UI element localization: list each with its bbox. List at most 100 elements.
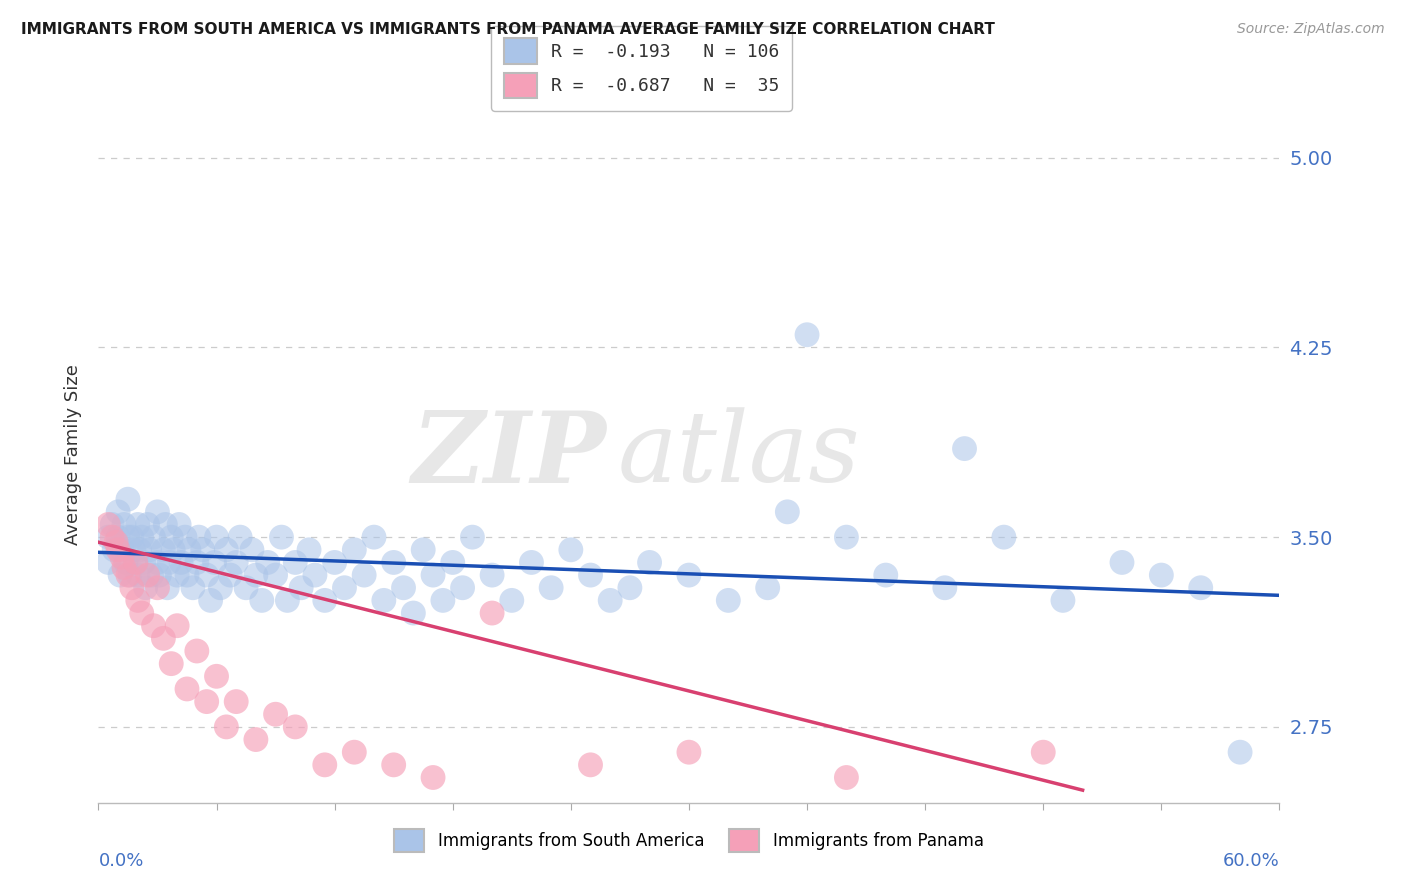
Point: [166, 618, 188, 632]
Point: [245, 732, 267, 747]
Point: [122, 542, 145, 557]
Point: [115, 556, 138, 570]
Point: [112, 517, 135, 532]
Point: [177, 542, 200, 557]
Point: [101, 517, 124, 532]
Point: [619, 581, 641, 595]
Point: [132, 556, 155, 570]
Point: [776, 505, 799, 519]
Text: IMMIGRANTS FROM SOUTH AMERICA VS IMMIGRANTS FROM PANAMA AVERAGE FAMILY SIZE CORR: IMMIGRANTS FROM SOUTH AMERICA VS IMMIGRA…: [21, 22, 995, 37]
Point: [264, 707, 287, 722]
Point: [314, 757, 336, 772]
Point: [422, 568, 444, 582]
Point: [176, 568, 198, 582]
Point: [205, 530, 228, 544]
Point: [170, 556, 193, 570]
Point: [174, 530, 197, 544]
Point: [481, 568, 503, 582]
Point: [138, 542, 160, 557]
Point: [579, 568, 602, 582]
Point: [107, 530, 129, 544]
Point: [501, 593, 523, 607]
Point: [363, 530, 385, 544]
Point: [219, 568, 242, 582]
Point: [343, 542, 366, 557]
Point: [125, 556, 148, 570]
Point: [111, 542, 134, 557]
Point: [209, 581, 232, 595]
Point: [678, 568, 700, 582]
Text: 60.0%: 60.0%: [1223, 852, 1279, 870]
Point: [333, 581, 356, 595]
Point: [204, 556, 226, 570]
Point: [135, 581, 157, 595]
Point: [205, 669, 228, 683]
Point: [240, 542, 263, 557]
Point: [125, 556, 148, 570]
Point: [934, 581, 956, 595]
Point: [599, 593, 621, 607]
Point: [245, 568, 267, 582]
Point: [146, 505, 169, 519]
Point: [382, 757, 405, 772]
Point: [157, 556, 180, 570]
Point: [264, 568, 287, 582]
Point: [176, 681, 198, 696]
Point: [195, 695, 218, 709]
Point: [441, 556, 464, 570]
Point: [152, 542, 174, 557]
Point: [993, 530, 1015, 544]
Point: [107, 542, 129, 557]
Point: [1229, 745, 1251, 759]
Point: [314, 593, 336, 607]
Point: [290, 581, 312, 595]
Point: [117, 492, 139, 507]
Point: [97, 517, 120, 532]
Point: [250, 593, 273, 607]
Point: [131, 530, 153, 544]
Point: [112, 560, 135, 574]
Point: [108, 568, 131, 582]
Point: [105, 535, 128, 549]
Point: [186, 556, 208, 570]
Legend: Immigrants from South America, Immigrants from Panama: Immigrants from South America, Immigrant…: [387, 821, 991, 861]
Point: [142, 530, 165, 544]
Point: [127, 568, 149, 582]
Point: [225, 556, 247, 570]
Point: [131, 606, 153, 620]
Point: [835, 530, 858, 544]
Point: [373, 593, 395, 607]
Point: [191, 542, 214, 557]
Point: [107, 505, 129, 519]
Point: [146, 581, 169, 595]
Point: [481, 606, 503, 620]
Point: [343, 745, 366, 759]
Point: [200, 593, 222, 607]
Point: [382, 556, 405, 570]
Point: [141, 568, 163, 582]
Point: [392, 581, 415, 595]
Point: [1189, 581, 1212, 595]
Point: [717, 593, 740, 607]
Point: [160, 657, 183, 671]
Point: [353, 568, 375, 582]
Point: [167, 517, 190, 532]
Point: [540, 581, 562, 595]
Point: [186, 644, 208, 658]
Point: [142, 618, 165, 632]
Point: [422, 771, 444, 785]
Point: [215, 542, 238, 557]
Point: [118, 568, 141, 582]
Point: [270, 530, 292, 544]
Text: Source: ZipAtlas.com: Source: ZipAtlas.com: [1237, 22, 1385, 37]
Point: [160, 530, 183, 544]
Point: [1150, 568, 1173, 582]
Point: [117, 530, 139, 544]
Point: [181, 581, 204, 595]
Point: [121, 581, 143, 595]
Point: [323, 556, 346, 570]
Point: [678, 745, 700, 759]
Point: [579, 757, 602, 772]
Text: 0.0%: 0.0%: [98, 852, 143, 870]
Point: [953, 442, 976, 456]
